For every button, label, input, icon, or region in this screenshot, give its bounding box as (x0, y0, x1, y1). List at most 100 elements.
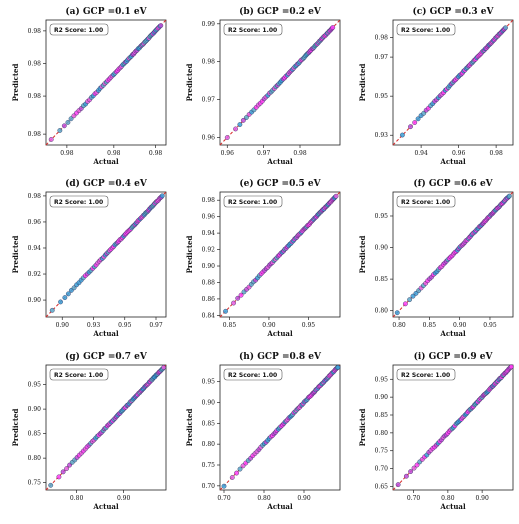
scatter-point (57, 128, 63, 133)
x-axis-label: Actual (266, 502, 293, 511)
scatter-point (56, 474, 62, 480)
r2-score-text: R2 Score: 1.00 (228, 372, 277, 379)
y-tick-label: 0.95 (202, 379, 216, 386)
x-tick-label: 0.85 (423, 322, 437, 329)
y-tick-label: 0.90 (375, 394, 389, 401)
x-tick-label: 0.95 (483, 322, 497, 329)
scatter-point (229, 475, 235, 480)
y-tick-label: 0.96 (28, 219, 42, 226)
r2-score-badge (396, 23, 456, 36)
y-axis-label: Predicted (358, 63, 367, 101)
subplot-h: (h) GCP =0.8 eV 0.70 0.80 0.90 0.70 0.75 0.80 0… (185, 351, 341, 511)
subplot-title: (h) GCP =0.8 eV (239, 351, 322, 362)
x-tick-label: 0.90 (262, 322, 276, 329)
y-axis-label: Predicted (185, 63, 194, 101)
y-tick-label: 0.95 (28, 382, 42, 389)
subplot-d: (d) GCP =0.4 eV 0.90 0.93 0.95 0.97 0.90 0.92 0… (11, 178, 167, 338)
y-tick-label: 0.85 (375, 412, 389, 419)
y-axis-label: Predicted (11, 235, 20, 273)
scatter-point (402, 301, 408, 307)
scatter-point (237, 122, 243, 127)
y-tick-label: 0.94 (28, 245, 42, 252)
x-tick-label: 0.98 (489, 150, 503, 157)
scatter-point (158, 23, 164, 28)
subplot-e: (e) GCP =0.5 eV 0.85 0.90 0.95 0.84 0.86 0.88 0… (185, 178, 341, 338)
scatter-point (411, 465, 417, 471)
r2-score-badge (49, 23, 109, 36)
y-tick-label: 0.93 (375, 132, 389, 139)
r2-score-text: R2 Score: 1.00 (228, 27, 277, 34)
x-tick-label: 0.90 (297, 495, 311, 502)
scatter-point (58, 299, 63, 305)
x-axis-label: Actual (266, 329, 293, 338)
r2-score-badge (223, 368, 283, 381)
y-tick-label: 0.95 (375, 213, 389, 220)
y-tick-label: 0.97 (202, 97, 216, 104)
r2-score-text: R2 Score: 1.00 (401, 27, 450, 34)
x-axis-label: Actual (92, 157, 119, 166)
y-tick-label: 0.70 (202, 483, 216, 490)
y-tick-label: 0.85 (375, 276, 389, 283)
x-tick-label: 0.70 (407, 495, 421, 502)
x-tick-label: 0.80 (441, 495, 455, 502)
scatter-point (237, 466, 243, 472)
y-tick-label: 0.90 (202, 263, 216, 270)
y-tick-label: 0.98 (28, 93, 42, 100)
x-tick-label: 0.90 (453, 322, 467, 329)
scatter-point (238, 292, 244, 298)
x-tick-label: 0.85 (223, 322, 237, 329)
y-axis-label: Predicted (358, 408, 367, 446)
x-axis-label: Actual (439, 502, 466, 511)
y-tick-label: 0.88 (202, 279, 216, 286)
y-tick-label: 0.90 (28, 406, 42, 413)
scatter-point (62, 295, 68, 301)
scatter-point (508, 364, 514, 370)
x-tick-label: 0.70 (217, 495, 231, 502)
y-tick-label: 0.98 (28, 28, 42, 35)
x-tick-label: 0.97 (149, 322, 163, 329)
scatter-point (408, 124, 413, 130)
y-tick-label: 0.98 (202, 197, 216, 204)
subplot-f: (f) GCP =0.6 eV 0.80 0.85 0.90 0.95 0.80 0.85 0… (358, 178, 514, 338)
r2-score-badge (49, 195, 109, 208)
scatter-point (231, 300, 236, 306)
x-axis-label: Actual (266, 157, 293, 166)
scatter-point (410, 293, 416, 299)
x-axis-label: Actual (92, 329, 119, 338)
y-tick-label: 0.80 (375, 430, 389, 437)
x-tick-label: 0.80 (257, 495, 271, 502)
scatter-point (395, 482, 401, 488)
y-tick-label: 0.98 (202, 59, 216, 66)
y-tick-label: 0.85 (202, 420, 216, 427)
subplot-title: (b) GCP =0.2 eV (239, 6, 322, 17)
subplot-title: (g) GCP =0.7 eV (65, 351, 148, 362)
subplot-title: (i) GCP =0.9 eV (414, 351, 494, 362)
scatter-point (330, 25, 336, 30)
scatter-point (412, 120, 418, 125)
x-axis-label: Actual (92, 502, 119, 511)
scatter-point (49, 307, 55, 313)
y-tick-label: 0.96 (202, 214, 216, 221)
x-tick-label: 0.98 (107, 150, 121, 157)
y-axis-label: Predicted (358, 235, 367, 273)
scatter-point (65, 291, 71, 297)
subplot-title: (c) GCP =0.3 eV (413, 6, 495, 17)
x-tick-label: 0.80 (70, 495, 84, 502)
scatter-point (60, 469, 66, 475)
subplot-g: (g) GCP =0.7 eV 0.80 0.90 0.75 0.80 0.85 0.90 0… (11, 351, 167, 511)
x-tick-label: 0.93 (87, 322, 101, 329)
y-tick-label: 0.95 (375, 93, 389, 100)
x-axis-label: Actual (439, 157, 466, 166)
scatter-point (48, 137, 54, 142)
scatter-point (333, 193, 339, 199)
y-tick-label: 0.98 (375, 35, 389, 42)
scatter-point (159, 193, 165, 199)
y-axis-label: Predicted (11, 63, 20, 101)
y-tick-label: 0.84 (202, 312, 216, 319)
y-tick-label: 0.90 (28, 297, 42, 304)
y-tick-label: 0.80 (202, 441, 216, 448)
y-axis-label: Predicted (185, 235, 194, 273)
y-tick-label: 0.80 (28, 455, 42, 462)
scatter-point (65, 119, 71, 125)
